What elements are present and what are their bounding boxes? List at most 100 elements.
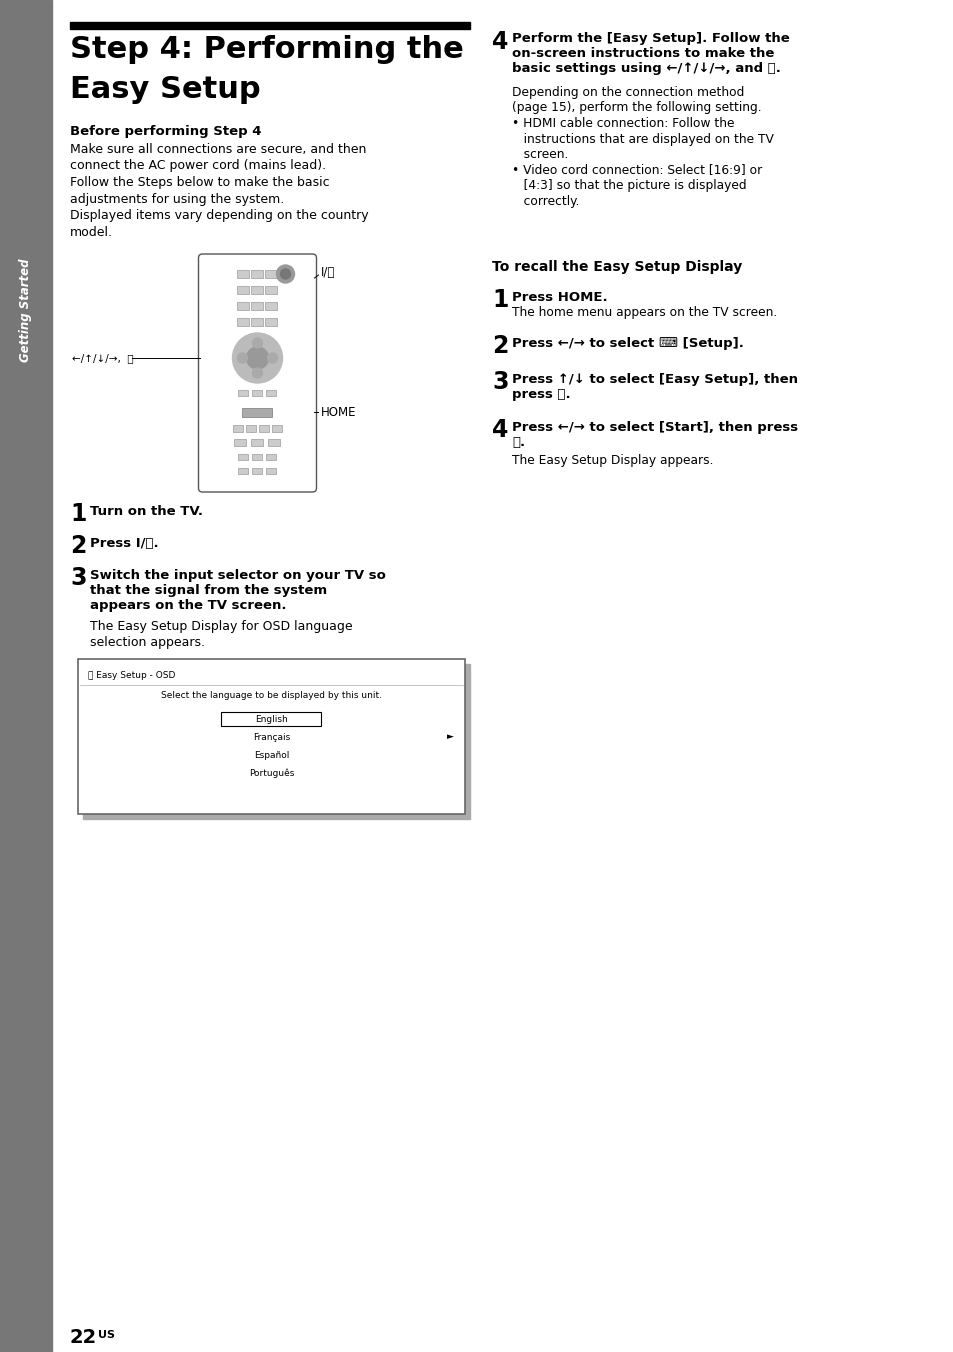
Bar bbox=[221, 713, 321, 726]
Bar bbox=[268, 439, 280, 446]
Text: • HDMI cable connection: Follow the: • HDMI cable connection: Follow the bbox=[512, 118, 734, 130]
Circle shape bbox=[233, 333, 282, 383]
Bar bbox=[238, 468, 248, 475]
Text: Français: Français bbox=[253, 733, 290, 741]
Text: Select the language to be displayed by this unit.: Select the language to be displayed by t… bbox=[161, 691, 381, 700]
Text: The Easy Setup Display appears.: The Easy Setup Display appears. bbox=[512, 454, 713, 466]
Bar bbox=[238, 389, 248, 396]
Bar bbox=[265, 318, 277, 326]
Text: The Easy Setup Display for OSD language: The Easy Setup Display for OSD language bbox=[90, 621, 353, 633]
Bar bbox=[242, 408, 273, 416]
Text: ⓞ Easy Setup - OSD: ⓞ Easy Setup - OSD bbox=[88, 671, 175, 680]
Text: Press HOME.: Press HOME. bbox=[512, 291, 607, 304]
Text: US: US bbox=[98, 1330, 115, 1340]
Text: Español: Español bbox=[253, 750, 289, 760]
Text: 22: 22 bbox=[70, 1328, 97, 1347]
Bar bbox=[252, 270, 263, 279]
Text: Before performing Step 4: Before performing Step 4 bbox=[70, 124, 261, 138]
Bar bbox=[237, 287, 250, 293]
Text: appears on the TV screen.: appears on the TV screen. bbox=[90, 599, 286, 612]
Text: 4: 4 bbox=[492, 418, 508, 442]
Bar bbox=[272, 425, 282, 433]
Bar bbox=[83, 664, 470, 819]
Text: that the signal from the system: that the signal from the system bbox=[90, 584, 327, 598]
Circle shape bbox=[253, 368, 262, 379]
Text: 1: 1 bbox=[492, 288, 508, 312]
Bar bbox=[233, 425, 243, 433]
Text: Follow the Steps below to make the basic: Follow the Steps below to make the basic bbox=[70, 176, 330, 189]
Text: Press ↑/↓ to select [Easy Setup], then: Press ↑/↓ to select [Easy Setup], then bbox=[512, 373, 797, 387]
Bar bbox=[266, 454, 276, 460]
Bar bbox=[0, 0, 52, 1352]
Bar bbox=[237, 301, 250, 310]
Bar bbox=[252, 287, 263, 293]
Text: Press ←/→ to select ⌨ [Setup].: Press ←/→ to select ⌨ [Setup]. bbox=[512, 337, 743, 350]
Text: 2: 2 bbox=[70, 534, 87, 558]
Text: Português: Português bbox=[249, 768, 294, 777]
Bar bbox=[246, 425, 255, 433]
Circle shape bbox=[253, 338, 262, 347]
Text: Press I/⏻.: Press I/⏻. bbox=[90, 537, 158, 550]
Text: correctly.: correctly. bbox=[512, 195, 578, 207]
Text: Depending on the connection method: Depending on the connection method bbox=[512, 87, 743, 99]
Text: I/⏻: I/⏻ bbox=[320, 265, 335, 279]
Circle shape bbox=[237, 353, 247, 362]
Text: • Video cord connection: Select [16:9] or: • Video cord connection: Select [16:9] o… bbox=[512, 164, 761, 177]
Text: ⓞ.: ⓞ. bbox=[512, 435, 524, 449]
FancyBboxPatch shape bbox=[198, 254, 316, 492]
Text: [4:3] so that the picture is displayed: [4:3] so that the picture is displayed bbox=[512, 178, 746, 192]
Bar bbox=[252, 318, 263, 326]
Circle shape bbox=[267, 353, 277, 362]
Text: selection appears.: selection appears. bbox=[90, 635, 205, 649]
Bar bbox=[253, 468, 262, 475]
Text: Switch the input selector on your TV so: Switch the input selector on your TV so bbox=[90, 569, 385, 581]
Bar bbox=[266, 389, 276, 396]
Bar bbox=[253, 454, 262, 460]
Bar bbox=[237, 270, 250, 279]
Bar bbox=[238, 454, 248, 460]
Text: 3: 3 bbox=[70, 566, 87, 589]
Text: model.: model. bbox=[70, 226, 112, 238]
Bar bbox=[234, 439, 246, 446]
Text: HOME: HOME bbox=[320, 406, 355, 419]
Bar bbox=[70, 22, 470, 28]
Text: Getting Started: Getting Started bbox=[19, 258, 32, 362]
Text: The home menu appears on the TV screen.: The home menu appears on the TV screen. bbox=[512, 306, 777, 319]
Bar bbox=[258, 425, 269, 433]
Bar bbox=[265, 301, 277, 310]
Text: Make sure all connections are secure, and then: Make sure all connections are secure, an… bbox=[70, 143, 366, 155]
Bar bbox=[252, 301, 263, 310]
Text: 4: 4 bbox=[492, 30, 508, 54]
Text: ←/↑/↓/→,  ⓞ: ←/↑/↓/→, ⓞ bbox=[71, 353, 133, 362]
Text: screen.: screen. bbox=[512, 147, 568, 161]
Circle shape bbox=[246, 347, 268, 369]
Text: Turn on the TV.: Turn on the TV. bbox=[90, 506, 203, 518]
Circle shape bbox=[280, 269, 291, 279]
Text: Press ←/→ to select [Start], then press: Press ←/→ to select [Start], then press bbox=[512, 420, 798, 434]
FancyBboxPatch shape bbox=[78, 658, 464, 814]
Bar bbox=[265, 287, 277, 293]
Text: (page 15), perform the following setting.: (page 15), perform the following setting… bbox=[512, 101, 760, 115]
Text: ►: ► bbox=[446, 733, 453, 741]
Text: 2: 2 bbox=[492, 334, 508, 358]
Bar bbox=[266, 468, 276, 475]
Text: connect the AC power cord (mains lead).: connect the AC power cord (mains lead). bbox=[70, 160, 326, 173]
Text: basic settings using ←/↑/↓/→, and ⓞ.: basic settings using ←/↑/↓/→, and ⓞ. bbox=[512, 62, 781, 74]
Text: English: English bbox=[254, 714, 288, 723]
Bar bbox=[253, 389, 262, 396]
Text: adjustments for using the system.: adjustments for using the system. bbox=[70, 192, 284, 206]
Text: instructions that are displayed on the TV: instructions that are displayed on the T… bbox=[512, 132, 773, 146]
Bar bbox=[237, 318, 250, 326]
Text: press ⓞ.: press ⓞ. bbox=[512, 388, 570, 402]
Text: 3: 3 bbox=[492, 370, 508, 393]
Text: Step 4: Performing the: Step 4: Performing the bbox=[70, 35, 463, 64]
Text: Easy Setup: Easy Setup bbox=[70, 74, 260, 104]
Bar bbox=[265, 270, 277, 279]
Text: Displayed items vary depending on the country: Displayed items vary depending on the co… bbox=[70, 210, 368, 222]
Text: on-screen instructions to make the: on-screen instructions to make the bbox=[512, 47, 774, 59]
Text: To recall the Easy Setup Display: To recall the Easy Setup Display bbox=[492, 260, 741, 274]
Text: 1: 1 bbox=[70, 502, 87, 526]
Text: Perform the [Easy Setup]. Follow the: Perform the [Easy Setup]. Follow the bbox=[512, 32, 789, 45]
Bar bbox=[252, 439, 263, 446]
Circle shape bbox=[276, 265, 294, 283]
